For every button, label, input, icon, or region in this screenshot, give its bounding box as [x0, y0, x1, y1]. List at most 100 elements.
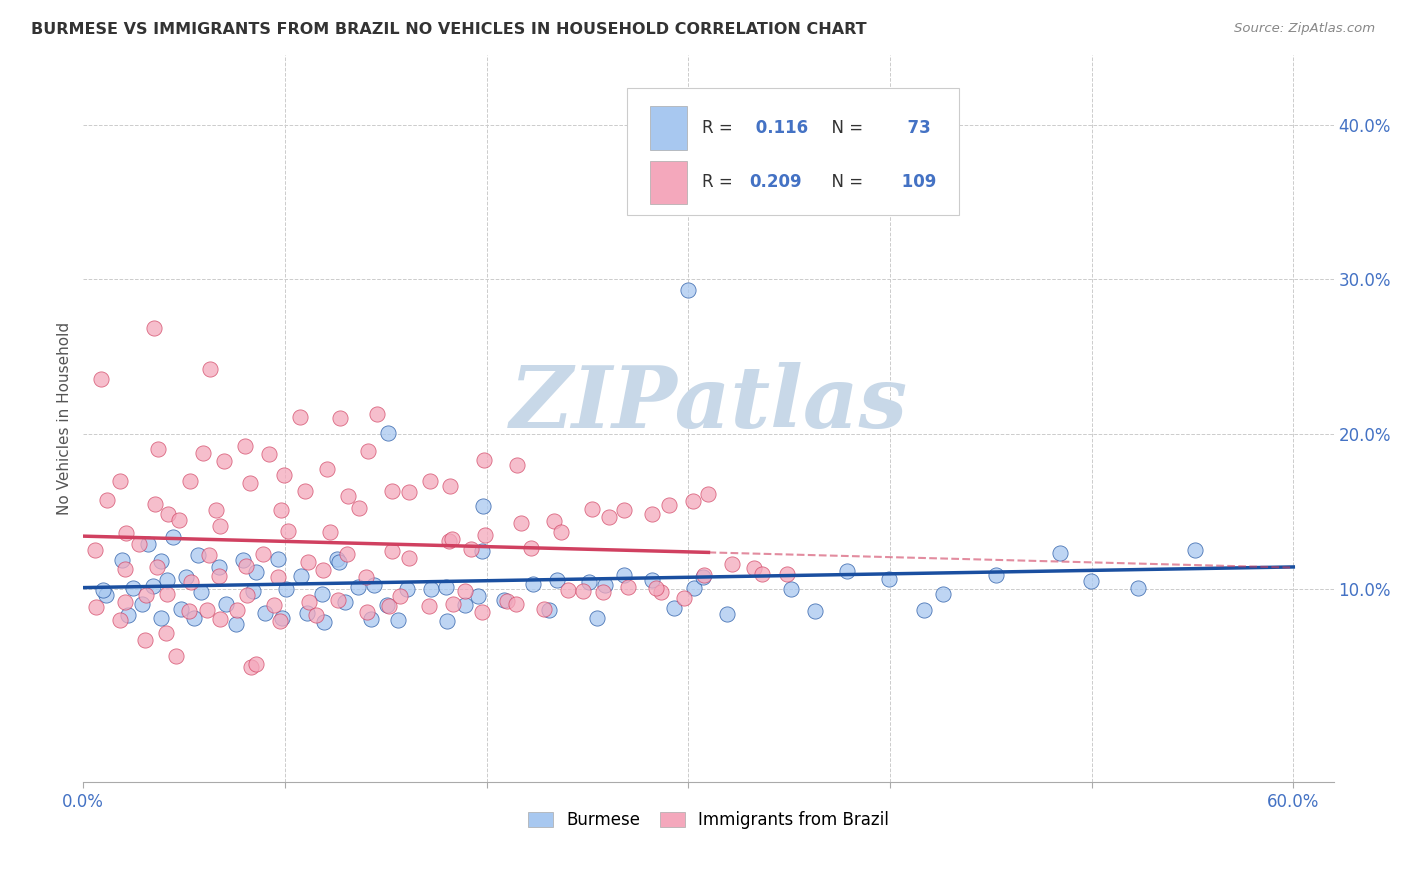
Point [114, 562, 136, 576]
Point [108, 474, 131, 488]
Point [208, 519, 231, 533]
Point [683, 582, 706, 596]
Point [1080, 574, 1102, 588]
Point [143, 497, 166, 511]
Point [267, 569, 290, 583]
Legend: Burmese, Immigrants from Brazil: Burmese, Immigrants from Brazil [522, 805, 896, 836]
Point [326, 592, 349, 607]
Point [156, 587, 179, 601]
Point [378, 599, 401, 613]
Point [389, 590, 412, 604]
Point [179, 474, 201, 488]
Point [111, 553, 134, 567]
Point [156, 508, 179, 522]
Point [335, 595, 357, 609]
Point [134, 632, 156, 647]
Point [460, 541, 482, 556]
Point [142, 579, 165, 593]
Bar [650, 161, 688, 204]
Point [208, 612, 231, 626]
Point [1126, 581, 1149, 595]
Point [233, 439, 256, 453]
Point [226, 603, 249, 617]
Point [673, 591, 696, 605]
Point [177, 604, 200, 618]
Point [297, 606, 319, 620]
Point [375, 598, 398, 612]
Point [235, 588, 257, 602]
Point [96, 493, 118, 508]
Text: R =: R = [702, 173, 738, 192]
Point [235, 558, 257, 573]
Point [195, 603, 218, 617]
Point [716, 607, 738, 621]
Point [335, 547, 357, 561]
Point [360, 612, 382, 626]
Point [90, 371, 112, 385]
Point [170, 602, 193, 616]
Text: 109: 109 [896, 173, 936, 192]
Point [613, 568, 636, 582]
Point [208, 560, 231, 574]
Point [877, 572, 900, 586]
Point [592, 585, 614, 599]
Point [396, 582, 419, 596]
Point [1049, 546, 1071, 560]
Point [471, 605, 494, 619]
Point [347, 501, 370, 516]
Point [143, 320, 166, 334]
Point [441, 597, 464, 611]
Point [114, 595, 136, 609]
Point [311, 587, 333, 601]
Point [273, 468, 295, 483]
Text: 0.209: 0.209 [749, 173, 803, 192]
Point [328, 555, 350, 569]
Point [640, 573, 662, 587]
Point [387, 613, 409, 627]
Point [121, 582, 143, 596]
Point [912, 603, 935, 617]
Point [381, 483, 404, 498]
Point [128, 537, 150, 551]
Point [506, 458, 529, 472]
Point [267, 552, 290, 566]
Point [613, 503, 636, 517]
Point [692, 569, 714, 583]
Point [453, 598, 475, 612]
Point [108, 613, 131, 627]
Point [439, 533, 461, 548]
Point [215, 597, 238, 611]
Point [311, 563, 333, 577]
Point [581, 502, 603, 516]
Point [418, 599, 440, 614]
Point [257, 446, 280, 460]
Point [212, 454, 235, 468]
Point [776, 566, 799, 581]
Point [572, 583, 595, 598]
Point [546, 574, 568, 588]
Point [84, 600, 107, 615]
Point [557, 582, 579, 597]
Point [509, 516, 531, 531]
Point [84, 543, 107, 558]
Point [270, 503, 292, 517]
Point [835, 564, 858, 578]
Text: ZIPatlas: ZIPatlas [509, 362, 907, 446]
Point [225, 617, 247, 632]
Point [274, 582, 297, 596]
Point [239, 660, 262, 674]
Point [467, 589, 489, 603]
Point [336, 489, 359, 503]
Point [319, 525, 342, 540]
Text: 73: 73 [896, 119, 931, 136]
Point [252, 547, 274, 561]
Point [180, 575, 202, 590]
Text: 0.116: 0.116 [749, 119, 808, 136]
Point [578, 575, 600, 590]
Point [505, 598, 527, 612]
Point [453, 584, 475, 599]
Point [198, 362, 221, 376]
Point [780, 582, 803, 596]
Point [254, 607, 277, 621]
Point [146, 442, 169, 456]
